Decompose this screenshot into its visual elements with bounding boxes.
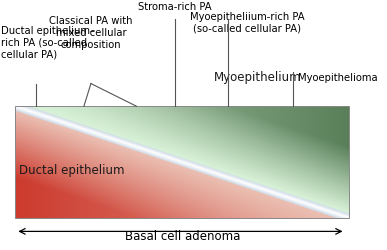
Text: Basal cell adenoma: Basal cell adenoma: [125, 229, 240, 242]
Text: Ductal epithelium–
rich PA (so-called
cellular PA): Ductal epithelium– rich PA (so-called ce…: [2, 26, 95, 60]
Text: Myoepithelium: Myoepithelium: [214, 70, 301, 84]
Text: Myoepitheliium-rich PA
(so-called cellular PA): Myoepitheliium-rich PA (so-called cellul…: [190, 12, 305, 34]
Text: Ductal epithelium: Ductal epithelium: [19, 164, 124, 176]
Text: Stroma-rich PA: Stroma-rich PA: [139, 2, 212, 12]
Text: Classical PA with
mixed cellular
composition: Classical PA with mixed cellular composi…: [49, 16, 133, 50]
Text: Myoepithelioma: Myoepithelioma: [298, 72, 378, 82]
Bar: [15, 107, 349, 218]
